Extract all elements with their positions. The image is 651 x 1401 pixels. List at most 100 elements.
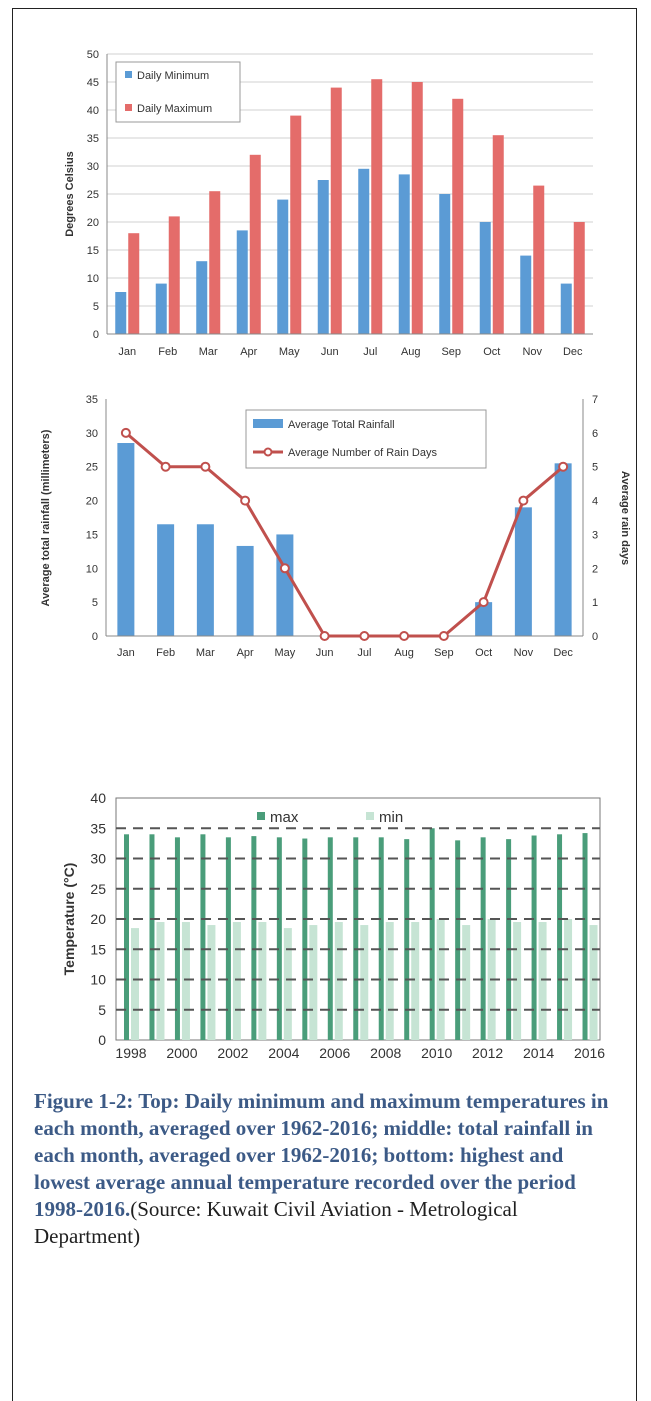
bottom-y-tick-label: 0 — [98, 1032, 106, 1048]
middle-y2-tick-label: 6 — [592, 428, 598, 440]
top-x-tick-label: Nov — [522, 346, 542, 358]
bar-annual-min — [334, 922, 343, 1040]
bar-daily-max — [290, 115, 302, 334]
middle-y-tick-label: 15 — [86, 529, 98, 541]
rain-days-point — [478, 597, 489, 608]
bar-annual-max — [327, 837, 333, 1040]
bar-annual-max — [480, 837, 486, 1040]
bar-annual-max — [353, 837, 359, 1040]
middle-x-tick-label: Nov — [514, 647, 534, 659]
bar-annual-max — [404, 839, 410, 1040]
rain-days-point — [359, 631, 370, 641]
middle-y2-tick-label: 0 — [592, 631, 598, 643]
top-x-tick-label: Jul — [363, 346, 377, 358]
middle-y-tick-label: 25 — [86, 462, 98, 474]
bar-daily-min — [317, 180, 329, 334]
bottom-annual-temperature-chart: 0 5 10 15 20 25 30 35 40 1998 2000 2002 2004 2006 200… — [61, 790, 605, 1061]
bar-annual-max — [124, 834, 129, 1040]
middle-y2-tick-label: 2 — [592, 563, 598, 575]
middle-y2-tick-label: 4 — [592, 496, 598, 508]
middle-x-tick-label: Sep — [434, 647, 454, 659]
middle-y2-axis-label: Average rain days — [619, 471, 631, 565]
rain-days-point — [279, 563, 290, 574]
middle-y2-tick-label: 7 — [592, 394, 598, 406]
bar-daily-max — [371, 79, 383, 334]
rain-days-point — [438, 631, 449, 641]
middle-y-tick-label: 0 — [92, 631, 98, 643]
bar-annual-max — [225, 837, 231, 1040]
legend-label-min: min — [379, 809, 403, 826]
legend-label-daily-max: Daily Maximum — [137, 103, 212, 115]
bar-annual-max — [149, 834, 155, 1040]
bar-daily-min — [520, 255, 532, 334]
legend-label-daily-min: Daily Minimum — [137, 70, 209, 82]
bar-daily-max — [128, 233, 140, 334]
middle-x-tick-label: Oct — [475, 647, 492, 659]
bar-daily-max — [168, 216, 180, 334]
bottom-y-tick-label: 25 — [90, 881, 106, 897]
legend-swatch-max — [257, 812, 265, 820]
legend-swatch-daily-max — [125, 104, 132, 111]
bottom-x-tick-label: 2010 — [421, 1045, 452, 1061]
middle-x-tick-label: Dec — [553, 647, 573, 659]
top-y-tick-label: 35 — [87, 133, 99, 145]
top-y-tick-label: 20 — [87, 217, 99, 229]
bottom-y-tick-label: 5 — [98, 1002, 106, 1018]
bar-annual-max — [429, 828, 435, 1040]
bar-annual-min — [309, 925, 318, 1040]
top-y-tick-label: 0 — [93, 329, 99, 341]
middle-y-tick-label: 5 — [92, 597, 98, 609]
bottom-y-tick-label: 30 — [90, 851, 106, 867]
bar-daily-min — [560, 283, 572, 334]
bottom-y-tick-label: 10 — [90, 972, 106, 988]
bar-annual-min — [181, 922, 190, 1040]
bar-annual-max — [506, 839, 512, 1040]
top-x-tick-labels: Jan Feb Mar Apr May Jun Jul Aug Sep Oct Nov Dec — [118, 346, 583, 358]
bottom-y-tick-label: 35 — [90, 820, 106, 836]
middle-y-tick-label: 35 — [86, 394, 98, 406]
figure-frame — [12, 8, 637, 1401]
top-y-tick-label: 30 — [87, 161, 99, 173]
bar-annual-min — [385, 922, 394, 1040]
rain-days-point — [200, 461, 211, 472]
middle-y-tick-label: 20 — [86, 496, 98, 508]
top-x-tick-label: Sep — [441, 346, 461, 358]
middle-rain-days-line — [120, 427, 569, 641]
bar-annual-max — [582, 833, 588, 1040]
bar-annual-max — [251, 836, 257, 1040]
bottom-y-tick-labels: 0 5 10 15 20 25 30 35 40 — [90, 790, 106, 1048]
legend-swatch-min — [366, 812, 374, 820]
caption-source: (Source: Kuwait Civil Aviation - Metrolo… — [34, 1197, 518, 1248]
bottom-legend: max min — [257, 809, 403, 826]
bar-daily-min — [439, 194, 451, 334]
bar-daily-min — [358, 168, 370, 334]
middle-legend: Average Total Rainfall Average Number of… — [245, 409, 487, 469]
bar-annual-min — [360, 925, 369, 1040]
top-y-axis-label: Degrees Celsius — [64, 151, 76, 237]
bar-annual-min — [156, 922, 165, 1040]
top-x-tick-label: Apr — [240, 346, 257, 358]
bar-daily-min — [398, 174, 410, 334]
top-y-tick-label: 40 — [87, 105, 99, 117]
top-bars — [115, 79, 585, 334]
top-y-tick-label: 50 — [87, 49, 99, 61]
middle-y-tick-labels: 0 5 10 15 20 25 30 35 — [86, 394, 98, 643]
bar-daily-min — [196, 261, 208, 334]
top-legend: Daily Minimum Daily Maximum — [115, 61, 241, 123]
bottom-x-tick-label: 2000 — [166, 1045, 197, 1061]
bottom-x-tick-labels: 1998 2000 2002 2004 2006 2008 2010 2012 2014 2016 — [115, 1045, 605, 1061]
middle-x-tick-label: May — [274, 647, 295, 659]
bar-annual-min — [589, 925, 598, 1040]
bar-rainfall — [236, 545, 254, 636]
bar-annual-min — [283, 928, 292, 1040]
middle-y-axis-label: Average total rainfall (millimeters) — [40, 429, 52, 606]
middle-y2-tick-label: 5 — [592, 462, 598, 474]
middle-x-tick-label: Aug — [394, 647, 414, 659]
caption-title: Figure 1-2: Top: Daily minimum and maxim… — [34, 1089, 609, 1221]
bar-annual-max — [378, 837, 384, 1040]
middle-y2-tick-label: 3 — [592, 529, 598, 541]
rain-days-point — [558, 461, 569, 472]
bottom-y-axis-label: Temperature (°C) — [61, 863, 77, 976]
